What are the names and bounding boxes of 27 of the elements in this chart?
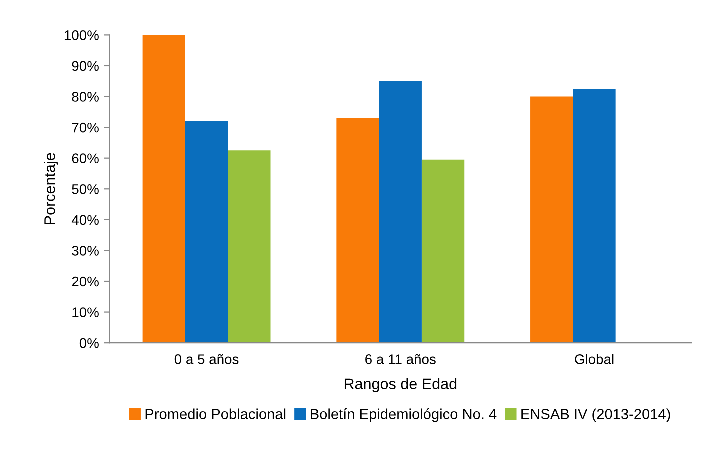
- bar: [142, 35, 186, 344]
- y-tick-label: 40%: [72, 215, 99, 226]
- legend-label: Boletín Epidemiológico No. 4: [311, 408, 497, 422]
- x-tick-label: 6 a 11 años: [366, 354, 436, 364]
- y-tick-label: 0%: [80, 338, 99, 348]
- x-tick-label: 0 a 5 años: [174, 354, 239, 364]
- x-axis-title: Rangos de Edad: [344, 378, 457, 392]
- y-tick-label: 10%: [72, 308, 99, 318]
- y-tick-label: 100%: [64, 30, 99, 40]
- bar: [336, 118, 380, 344]
- legend-label: Promedio Poblacional: [146, 408, 286, 420]
- y-tick-label: 20%: [72, 276, 99, 287]
- bar: [379, 81, 422, 344]
- legend-label: ENSAB IV (2013-2014): [522, 408, 670, 422]
- y-axis-title: Porcentaje: [44, 153, 58, 224]
- bar: [573, 89, 616, 344]
- bar: [185, 121, 228, 344]
- y-tick-label: 70%: [72, 122, 99, 133]
- bar: [228, 150, 271, 344]
- y-tick-label: 30%: [72, 246, 99, 256]
- bar: [530, 96, 574, 344]
- bar: [422, 160, 465, 344]
- y-tick-label: 60%: [72, 154, 99, 164]
- y-tick-label: 90%: [72, 61, 99, 72]
- y-tick-label: 50%: [72, 184, 99, 194]
- x-tick-label: Global: [575, 354, 614, 364]
- y-tick-label: 80%: [72, 92, 99, 102]
